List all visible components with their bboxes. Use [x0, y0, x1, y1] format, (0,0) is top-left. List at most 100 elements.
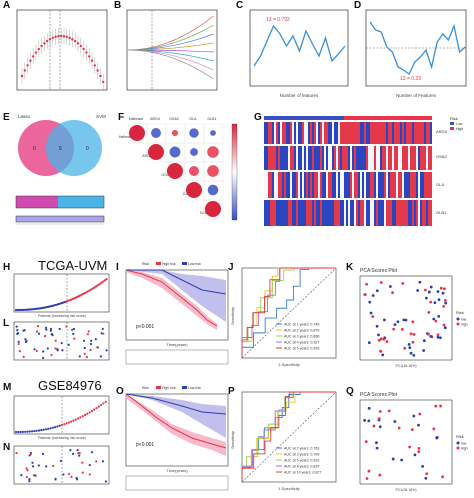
- panel-m-risk-curve: Patients (increasing risk score): [13, 395, 110, 440]
- heat-cell: [318, 200, 320, 226]
- heat-cell: [340, 146, 342, 170]
- heat-cell: [416, 146, 418, 170]
- heat-cell: [288, 200, 290, 226]
- heat-row-0: ARG4: [436, 129, 448, 134]
- heat-legend-high: High: [456, 127, 463, 131]
- heat-cell: [358, 122, 360, 144]
- pca-point: [443, 287, 446, 291]
- panel-k-legend-title: Risk: [456, 310, 464, 315]
- panel-i-legend-low: Low risk: [188, 262, 201, 266]
- pca-point: [371, 294, 375, 297]
- panel-q-pca: PCA Scores Plot Risk low high PC1(36.18%…: [359, 392, 468, 492]
- heat-cell: [368, 200, 370, 226]
- heat-cell: [282, 146, 284, 170]
- survival-point: [89, 348, 92, 352]
- heat-cell: [370, 200, 372, 226]
- heat-cell: [396, 122, 398, 144]
- heat-cell: [272, 146, 274, 170]
- heat-cell: [268, 200, 270, 226]
- heat-cell: [394, 146, 396, 170]
- survival-point: [88, 473, 91, 476]
- heat-cell: [352, 146, 354, 170]
- heat-cell: [390, 172, 392, 198]
- corr-dot: [190, 148, 198, 156]
- pca-point: [408, 445, 412, 449]
- heat-cell: [292, 200, 294, 226]
- heat-cell: [366, 122, 368, 144]
- corr-dot: [207, 165, 219, 177]
- heat-cell: [388, 172, 390, 198]
- panel-label-n: N: [3, 442, 11, 453]
- heat-cell: [348, 122, 350, 144]
- heat-cell: [386, 172, 388, 198]
- heat-cell: [340, 200, 342, 226]
- pca-point: [426, 332, 430, 336]
- heat-cell: [428, 122, 430, 144]
- heat-cell: [344, 122, 346, 144]
- corr-dot: [151, 128, 161, 138]
- pca-point: [437, 315, 441, 318]
- heat-cell: [328, 172, 330, 198]
- survival-point: [90, 339, 93, 342]
- lasso-point: [79, 44, 83, 48]
- pca-point: [438, 336, 442, 340]
- heat-cell: [342, 122, 344, 144]
- corr-dot: [186, 182, 202, 198]
- lasso-point: [90, 59, 94, 62]
- heat-cell: [364, 146, 366, 170]
- heat-cell: [398, 146, 400, 170]
- panel-q-legend-low: low: [461, 442, 467, 446]
- pca-point: [402, 318, 406, 322]
- panel-k-legend-high: high: [461, 323, 468, 327]
- survival-point: [31, 461, 34, 464]
- pca-point: [412, 332, 416, 336]
- survival-point: [35, 349, 38, 353]
- pca-point: [409, 351, 413, 355]
- survival-point: [24, 338, 27, 341]
- heat-cell: [264, 200, 266, 226]
- heat-cell: [396, 172, 398, 198]
- survival-point: [70, 475, 73, 478]
- heat-cell: [378, 172, 380, 198]
- heat-cell: [286, 172, 288, 198]
- heat-cell: [398, 122, 400, 144]
- heat-cell: [380, 200, 382, 226]
- risk-point: [33, 429, 36, 433]
- pca-point: [435, 436, 439, 440]
- panel-p-roc: AUC at 2 years: 0.763 AUC at 3 years: 0.7…: [230, 391, 337, 491]
- heat-cell: [266, 172, 268, 198]
- heat-cell: [416, 122, 418, 144]
- risk-point: [74, 418, 77, 421]
- pca-point: [413, 453, 417, 457]
- pca-point: [375, 446, 379, 450]
- venn-mid-count: 5: [59, 146, 62, 152]
- heat-cell: [304, 200, 306, 226]
- pca-point: [363, 418, 367, 422]
- panel-e-venn: Lasso SVM 0 5 0: [15, 114, 106, 225]
- survival-point: [81, 461, 84, 464]
- lasso-point: [40, 44, 43, 48]
- survival-point: [104, 480, 107, 483]
- lasso-point: [57, 35, 60, 38]
- heat-cell: [278, 200, 280, 226]
- pca-point: [385, 340, 389, 343]
- survival-point: [43, 334, 47, 338]
- pca-point: [429, 285, 433, 289]
- lasso-point: [29, 59, 32, 62]
- heat-cell: [336, 200, 338, 226]
- pca-point: [401, 282, 405, 285]
- heat-cell: [350, 146, 352, 170]
- heat-cell: [306, 122, 308, 144]
- heat-cell: [306, 146, 308, 170]
- survival-point: [20, 474, 23, 477]
- heat-cell: [264, 122, 266, 144]
- pca-point: [382, 337, 386, 341]
- heat-cell: [284, 172, 286, 198]
- heat-cell: [404, 200, 406, 226]
- heat-cell: [428, 200, 430, 226]
- risk-point: [65, 422, 68, 425]
- heat-cell: [302, 172, 304, 198]
- survival-point: [69, 449, 72, 452]
- heat-cell: [418, 146, 420, 170]
- heat-cell: [374, 146, 376, 170]
